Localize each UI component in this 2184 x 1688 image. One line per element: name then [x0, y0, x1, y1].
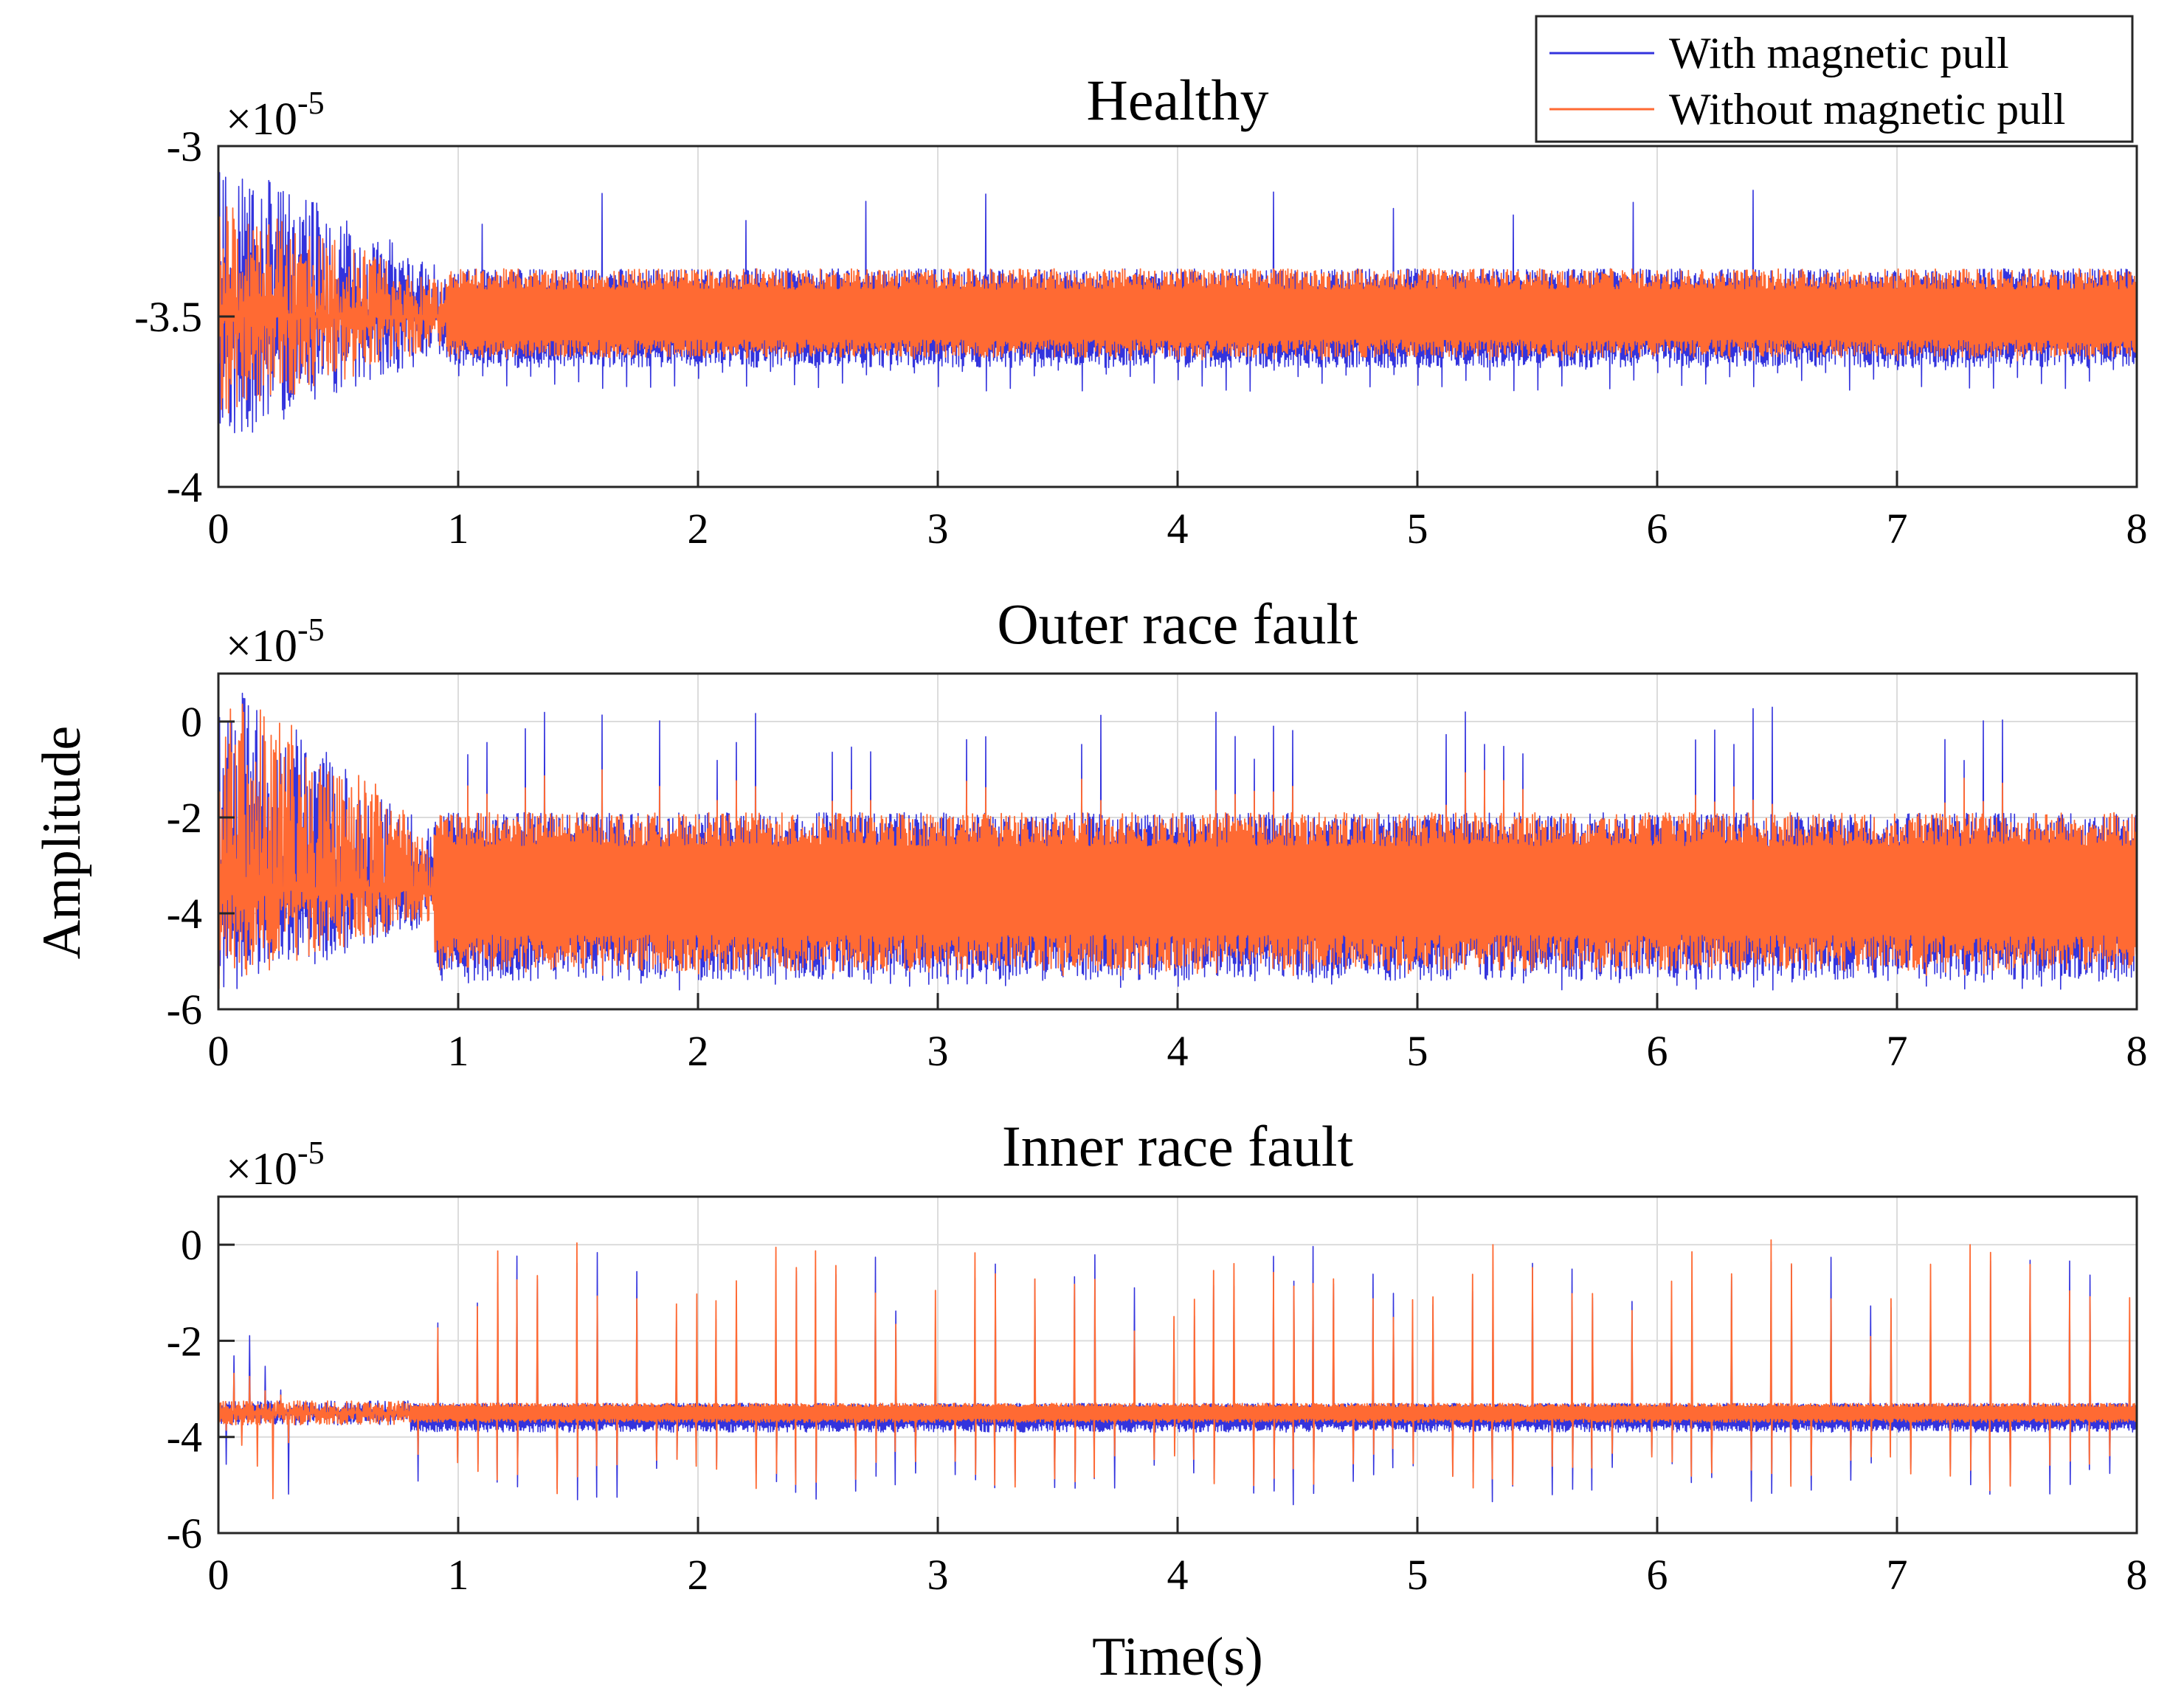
y-tick-label: -4	[167, 463, 202, 511]
series-layer	[218, 172, 2138, 434]
x-tick-label: 0	[208, 505, 229, 553]
y-tick-label: -6	[167, 1509, 202, 1557]
y-axis-label: Amplitude	[32, 726, 92, 960]
series-line-without-magnetic-pull	[218, 206, 2138, 414]
series-layer	[218, 682, 2138, 991]
y-tick-label: -2	[167, 794, 202, 842]
x-tick-label: 4	[1167, 505, 1189, 553]
exponent-power: -5	[297, 612, 325, 648]
x-tick-label: 0	[208, 1551, 229, 1599]
y-tick-label: 0	[181, 1221, 202, 1269]
ticks: 0 1 2 3 4 5 6 7 8 -6 -4 -2 0	[167, 1221, 2148, 1599]
x-tick-label: 3	[927, 1027, 949, 1075]
y-tick-label: -4	[167, 1414, 202, 1462]
legend-label-with-pull: With magnetic pull	[1669, 29, 2009, 77]
panel-title: Inner race fault	[1002, 1114, 1354, 1178]
panel-healthy: 0 1 2 3 4 5 6 7 8 -4 -3.5 -3 Healthy ×10-5	[134, 68, 2147, 553]
x-tick-label: 0	[208, 1027, 229, 1075]
x-tick-label: 1	[448, 505, 469, 553]
exponent-label: ×10-5	[226, 612, 325, 671]
exponent-label: ×10-5	[226, 1135, 325, 1194]
x-tick-label: 7	[1887, 1551, 1908, 1599]
x-tick-label: 1	[448, 1551, 469, 1599]
x-tick-label: 5	[1407, 1551, 1428, 1599]
x-tick-label: 2	[688, 505, 709, 553]
panel-title: Healthy	[1087, 68, 1269, 132]
legend-box	[1535, 15, 2134, 143]
ticks: 0 1 2 3 4 5 6 7 8 -6 -4 -2 0	[167, 698, 2148, 1075]
ticks: 0 1 2 3 4 5 6 7 8 -4 -3.5 -3	[134, 122, 2147, 553]
y-tick-label: -3.5	[134, 293, 202, 341]
exponent-power: -5	[297, 1135, 325, 1171]
y-tick-label: -4	[167, 890, 202, 938]
exponent-base: ×10	[226, 621, 297, 671]
x-tick-label: 5	[1407, 1027, 1428, 1075]
x-tick-label: 6	[1647, 1027, 1668, 1075]
x-tick-label: 5	[1407, 505, 1428, 553]
y-tick-label: -6	[167, 986, 202, 1034]
series-layer	[218, 1239, 2138, 1506]
x-tick-label: 8	[2126, 1551, 2148, 1599]
legend-label-without-pull: Without magnetic pull	[1669, 85, 2065, 134]
x-axis-label: Time(s)	[1092, 1627, 1263, 1687]
y-tick-label: -3	[167, 122, 202, 170]
x-tick-label: 2	[688, 1027, 709, 1075]
x-tick-label: 7	[1887, 1027, 1908, 1075]
panel-inner-race-fault: 0 1 2 3 4 5 6 7 8 -6 -4 -2 0 Inner race fault ×10-5	[167, 1114, 2148, 1599]
x-tick-label: 6	[1647, 1551, 1668, 1599]
exponent-base: ×10	[226, 1144, 297, 1194]
x-tick-label: 3	[927, 1551, 949, 1599]
x-tick-label: 2	[688, 1551, 709, 1599]
x-tick-label: 7	[1887, 505, 1908, 553]
x-tick-label: 4	[1167, 1551, 1189, 1599]
legend: With magnetic pull Without magnetic pull	[1535, 15, 2134, 143]
exponent-power: -5	[297, 85, 325, 121]
x-tick-label: 3	[927, 505, 949, 553]
exponent-label: ×10-5	[226, 85, 325, 145]
x-tick-label: 8	[2126, 505, 2148, 553]
x-tick-label: 1	[448, 1027, 469, 1075]
x-tick-label: 4	[1167, 1027, 1189, 1075]
y-tick-label: -2	[167, 1317, 202, 1365]
y-tick-label: 0	[181, 698, 202, 746]
panel-title: Outer race fault	[997, 592, 1358, 656]
panel-outer-race-fault: 0 1 2 3 4 5 6 7 8 -6 -4 -2 0 Outer race fault ×10-5	[167, 592, 2148, 1075]
x-tick-label: 6	[1647, 505, 1668, 553]
series-line-without-magnetic-pull	[218, 1239, 2138, 1500]
x-tick-label: 8	[2126, 1027, 2148, 1075]
exponent-base: ×10	[226, 94, 297, 145]
series-line-without-magnetic-pull	[218, 703, 2138, 989]
